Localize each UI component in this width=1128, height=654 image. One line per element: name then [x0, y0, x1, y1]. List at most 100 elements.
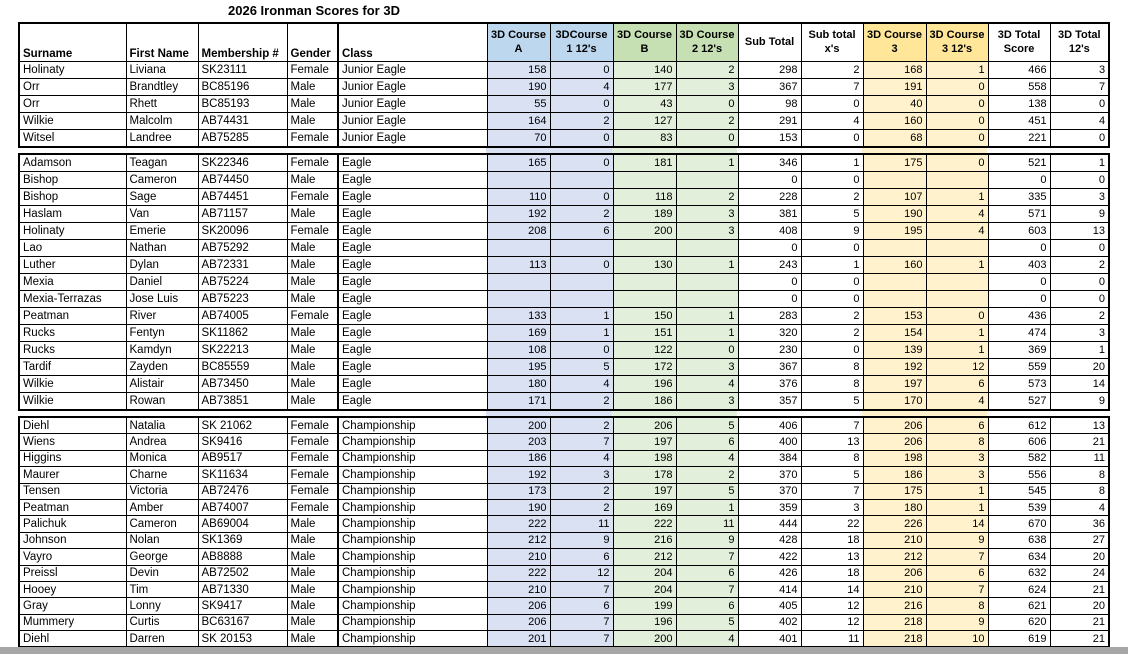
cell-course-a[interactable]: 210	[486, 580, 551, 599]
cell-gender[interactable]: Male	[286, 341, 339, 359]
cell-course-1-12s[interactable]: 2	[549, 112, 614, 130]
cell-surname[interactable]: Bishop	[18, 171, 127, 189]
cell-total-score[interactable]: 620	[987, 613, 1051, 632]
cell-membership[interactable]: AB75223	[197, 290, 288, 308]
cell-course-a[interactable]: 108	[486, 341, 551, 359]
cell-total-12s[interactable]: 21	[1049, 433, 1110, 451]
header-course-2-12s[interactable]: 3D Course 2 12's	[675, 22, 739, 62]
cell-membership[interactable]: AB8888	[197, 548, 288, 566]
cell-sub-total[interactable]: 444	[737, 515, 802, 533]
cell-surname[interactable]: Diehl	[18, 416, 127, 435]
cell-course-1-12s[interactable]: 7	[549, 630, 614, 648]
cell-course-b[interactable]: 172	[612, 358, 677, 376]
cell-total-12s[interactable]: 27	[1049, 531, 1110, 550]
cell-total-12s[interactable]: 20	[1049, 597, 1110, 615]
cell-total-score[interactable]: 221	[987, 129, 1051, 148]
cell-course-2-12s[interactable]: 0	[675, 129, 739, 148]
cell-course-3[interactable]: 139	[862, 341, 927, 359]
cell-sub-total-xs[interactable]: 0	[800, 171, 864, 189]
cell-surname[interactable]: Higgins	[18, 449, 127, 468]
header-membership[interactable]: Membership #	[197, 22, 288, 62]
header-course-3[interactable]: 3D Course 3	[862, 22, 927, 62]
cell-membership[interactable]: SK 21062	[197, 416, 288, 435]
cell-course-2-12s[interactable]: 6	[675, 564, 739, 582]
cell-course-3[interactable]: 218	[862, 630, 927, 648]
cell-course-b[interactable]: 177	[612, 78, 677, 96]
cell-surname[interactable]: Tensen	[18, 482, 127, 500]
cell-surname[interactable]: Lao	[18, 239, 127, 257]
cell-first-name[interactable]: Tim	[125, 580, 199, 599]
cell-first-name[interactable]: Brandtley	[125, 78, 199, 96]
cell-total-score[interactable]: 556	[987, 466, 1051, 484]
cell-course-3[interactable]: 160	[862, 112, 927, 130]
cell-surname[interactable]: Johnson	[18, 531, 127, 550]
cell-sub-total[interactable]: 0	[737, 171, 802, 189]
header-total-score[interactable]: 3D Total Score	[987, 22, 1051, 62]
cell-course-3[interactable]: 191	[862, 78, 927, 96]
cell-total-12s[interactable]: 4	[1049, 112, 1110, 130]
cell-course-3-12s[interactable]: 4	[925, 392, 989, 411]
cell-surname[interactable]: Haslam	[18, 205, 127, 223]
cell-total-score[interactable]: 466	[987, 61, 1051, 79]
cell-sub-total[interactable]: 401	[737, 630, 802, 648]
cell-course-a[interactable]: 201	[486, 630, 551, 648]
cell-sub-total[interactable]: 283	[737, 307, 802, 325]
cell-membership[interactable]: AB74450	[197, 171, 288, 189]
cell-course-b[interactable]: 83	[612, 129, 677, 148]
cell-course-b[interactable]: 189	[612, 205, 677, 223]
cell-sub-total-xs[interactable]: 3	[800, 498, 864, 517]
cell-class[interactable]: Eagle	[337, 358, 488, 376]
cell-sub-total[interactable]: 228	[737, 188, 802, 206]
cell-class[interactable]: Championship	[337, 564, 488, 582]
cell-total-score[interactable]: 545	[987, 482, 1051, 500]
cell-course-1-12s[interactable]: 2	[549, 498, 614, 517]
cell-sub-total[interactable]: 381	[737, 205, 802, 223]
cell-total-12s[interactable]: 21	[1049, 580, 1110, 599]
cell-course-3[interactable]: 195	[862, 222, 927, 240]
cell-total-12s[interactable]: 36	[1049, 515, 1110, 533]
cell-course-3-12s[interactable]	[925, 290, 989, 308]
cell-course-3-12s[interactable]: 1	[925, 61, 989, 79]
cell-surname[interactable]: Hooey	[18, 580, 127, 599]
cell-membership[interactable]: SK23111	[197, 61, 288, 79]
cell-sub-total-xs[interactable]: 5	[800, 205, 864, 223]
cell-course-3-12s[interactable]: 6	[925, 375, 989, 393]
header-total-12s[interactable]: 3D Total 12's	[1049, 22, 1110, 62]
header-first-name[interactable]: First Name	[125, 22, 199, 62]
cell-course-3-12s[interactable]: 1	[925, 324, 989, 342]
cell-course-3-12s[interactable]: 8	[925, 433, 989, 451]
cell-membership[interactable]: BC63167	[197, 613, 288, 632]
cell-membership[interactable]: AB69004	[197, 515, 288, 533]
cell-total-12s[interactable]: 8	[1049, 482, 1110, 500]
cell-course-a[interactable]: 158	[486, 61, 551, 79]
cell-membership[interactable]: AB75285	[197, 129, 288, 148]
cell-course-a[interactable]: 165	[486, 153, 551, 172]
cell-membership[interactable]: BC85193	[197, 95, 288, 113]
cell-course-3[interactable]: 170	[862, 392, 927, 411]
cell-first-name[interactable]: Curtis	[125, 613, 199, 632]
cell-gender[interactable]: Male	[286, 548, 339, 566]
cell-sub-total-xs[interactable]: 7	[800, 482, 864, 500]
sheet-title[interactable]: 2026 Ironman Scores for 3D	[228, 3, 400, 18]
cell-total-score[interactable]: 0	[987, 171, 1051, 189]
cell-total-score[interactable]: 624	[987, 580, 1051, 599]
cell-membership[interactable]: BC85196	[197, 78, 288, 96]
cell-course-2-12s[interactable]	[675, 273, 739, 291]
cell-total-12s[interactable]: 20	[1049, 358, 1110, 376]
cell-course-2-12s[interactable]	[675, 290, 739, 308]
cell-sub-total[interactable]: 428	[737, 531, 802, 550]
cell-membership[interactable]: AB74005	[197, 307, 288, 325]
cell-first-name[interactable]: Natalia	[125, 416, 199, 435]
cell-first-name[interactable]: Victoria	[125, 482, 199, 500]
cell-sub-total-xs[interactable]: 0	[800, 273, 864, 291]
cell-course-3-12s[interactable]: 6	[925, 416, 989, 435]
cell-sub-total-xs[interactable]: 7	[800, 78, 864, 96]
cell-course-1-12s[interactable]	[549, 239, 614, 257]
cell-course-a[interactable]: 171	[486, 392, 551, 411]
cell-total-12s[interactable]: 20	[1049, 548, 1110, 566]
cell-sub-total[interactable]: 426	[737, 564, 802, 582]
cell-surname[interactable]: Palichuk	[18, 515, 127, 533]
cell-course-b[interactable]: 169	[612, 498, 677, 517]
cell-course-a[interactable]: 212	[486, 531, 551, 550]
cell-course-3[interactable]: 206	[862, 433, 927, 451]
